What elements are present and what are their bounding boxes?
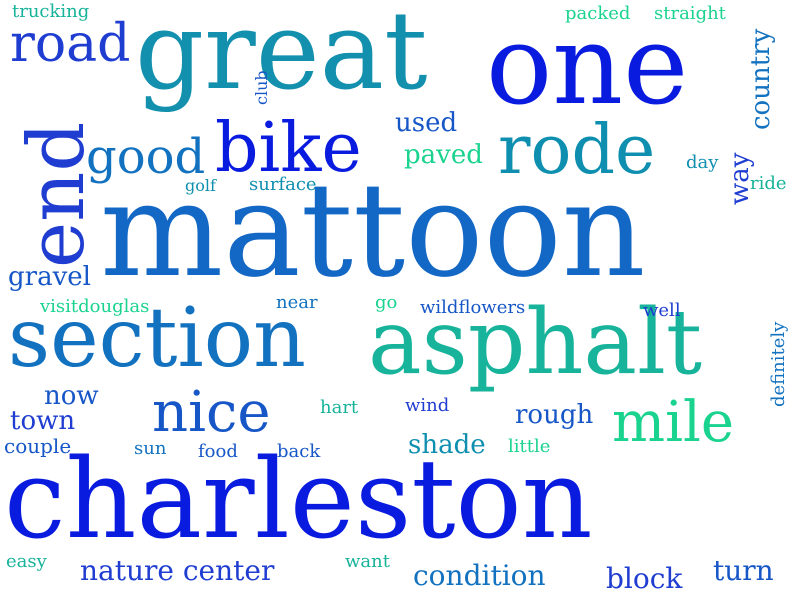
word-go: go (375, 292, 398, 313)
word-country: country (746, 28, 776, 130)
word-turn: turn (713, 554, 774, 587)
word-gravel: gravel (8, 262, 91, 292)
word-easy: easy (6, 551, 47, 572)
word-day: day (686, 152, 719, 173)
word-back: back (277, 441, 321, 462)
word-end: end (12, 121, 102, 268)
word-hart: hart (320, 397, 359, 418)
word-well: well (643, 300, 681, 321)
word-little: little (508, 436, 551, 457)
word-nice: nice (152, 380, 271, 445)
word-straight: straight (654, 3, 726, 24)
word-paved: paved (404, 140, 483, 170)
word-one: one (486, 1, 689, 129)
word-block: block (606, 562, 683, 595)
word-definitely: definitely (768, 321, 789, 407)
word-club: club (252, 70, 271, 105)
word-trucking: trucking (12, 1, 90, 22)
word-near: near (276, 292, 318, 313)
word-great: great (135, 0, 428, 114)
word-shade: shade (408, 430, 486, 460)
word-sun: sun (134, 438, 167, 459)
word-asphalt: asphalt (368, 290, 703, 395)
word-golf: golf (185, 176, 216, 195)
word-rough: rough (515, 400, 594, 430)
word-visitdouglas: visitdouglas (40, 296, 150, 317)
word-bike: bike (215, 109, 362, 188)
word-road: road (10, 14, 131, 74)
word-used: used (395, 108, 458, 138)
word-mile: mile (612, 390, 735, 455)
word-couple: couple (4, 434, 72, 458)
word-rode: rode (498, 111, 656, 190)
word-mattoon: mattoon (100, 154, 646, 306)
word-good: good (86, 129, 206, 185)
word-want: want (345, 551, 390, 572)
word-condition: condition (413, 559, 546, 592)
word-section: section (8, 291, 306, 386)
word-packed: packed (565, 3, 631, 24)
word-ride: ride (750, 173, 787, 194)
word-town: town (10, 406, 76, 436)
word-now: now (44, 381, 99, 411)
word-charleston: charleston (4, 435, 593, 563)
word-surface: surface (249, 174, 317, 195)
word-nature-center: nature center (80, 554, 275, 587)
word-wind: wind (405, 395, 450, 416)
word-food: food (198, 441, 238, 462)
word-wildflowers: wildflowers (420, 297, 526, 318)
